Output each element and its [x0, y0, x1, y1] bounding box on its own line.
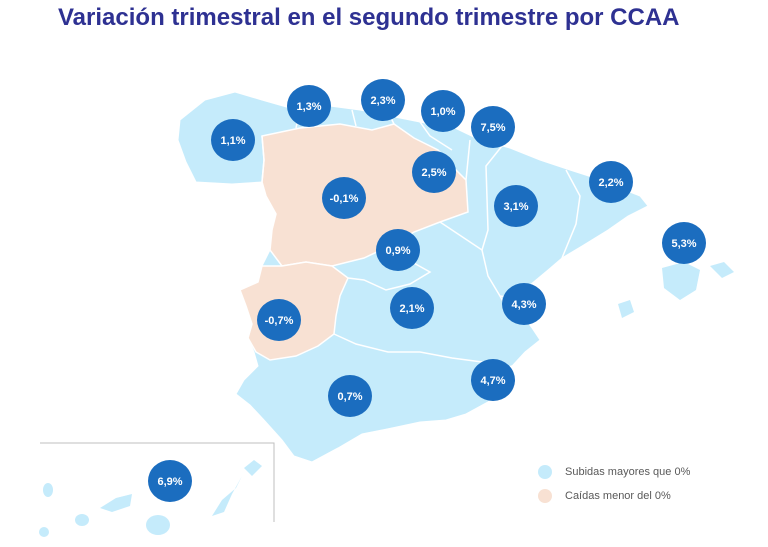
bubble-circle [471, 106, 515, 148]
bubble-circle [502, 283, 546, 325]
region-bubble: 1,3% [287, 85, 331, 127]
region-bubble: 4,7% [471, 359, 515, 401]
bubble-label: 2,2% [598, 177, 623, 189]
island-ibiza [618, 300, 634, 318]
region-bubble: -0,1% [322, 177, 366, 219]
bubble-label: 2,5% [421, 167, 446, 179]
legend: Subidas mayores que 0% Caídas menor del … [538, 460, 690, 508]
region-bubble: 4,3% [502, 283, 546, 325]
bubble-label: -0,1% [330, 193, 359, 205]
bubble-label: 2,3% [370, 95, 395, 107]
region-bubble: -0,7% [257, 299, 301, 341]
region-bubble: 0,7% [328, 375, 372, 417]
bubble-label: -0,7% [265, 315, 294, 327]
bubble-label: 1,0% [430, 106, 455, 118]
bubble-label: 3,1% [503, 201, 528, 213]
legend-label-rise: Subidas mayores que 0% [565, 466, 691, 478]
region-bubble: 2,1% [390, 287, 434, 329]
bubble-circle [211, 119, 255, 161]
bubble-circle [421, 90, 465, 132]
bubble-circle [589, 161, 633, 203]
region-bubble: 7,5% [471, 106, 515, 148]
bubble-circle [471, 359, 515, 401]
region-bubble: 2,5% [412, 151, 456, 193]
bubble-label: 1,3% [296, 101, 321, 113]
bubble-label: 6,9% [157, 476, 182, 488]
island-menorca [710, 262, 734, 278]
region-bubble: 5,3% [662, 222, 706, 264]
legend-label-fall: Caídas menor del 0% [565, 490, 671, 502]
map-title: Variación trimestral en el segundo trime… [58, 4, 680, 31]
bubble-circle [148, 460, 192, 502]
region-bubble: 2,2% [589, 161, 633, 203]
legend-item-rise: Subidas mayores que 0% [538, 460, 690, 484]
bubble-circle [390, 287, 434, 329]
bubble-circle [662, 222, 706, 264]
bubble-label: 4,7% [480, 375, 505, 387]
bubble-circle [322, 177, 366, 219]
region-bubble: 3,1% [494, 185, 538, 227]
region-bubble: 2,3% [361, 79, 405, 121]
region-bubble: 0,9% [376, 229, 420, 271]
bubble-circle [287, 85, 331, 127]
bubble-label: 7,5% [480, 122, 505, 134]
bubble-label: 5,3% [671, 238, 696, 250]
bubble-label: 0,9% [385, 245, 410, 257]
bubble-label: 0,7% [337, 391, 362, 403]
region-bubble: 1,1% [211, 119, 255, 161]
bubble-circle [257, 299, 301, 341]
island-mallorca [662, 262, 700, 300]
canary-inset-frame [40, 442, 275, 522]
bubble-label: 1,1% [220, 135, 245, 147]
bubble-circle [328, 375, 372, 417]
bubble-label: 4,3% [511, 299, 536, 311]
legend-dot-fall [538, 489, 552, 503]
canary-islands [39, 460, 262, 537]
region-bubble: 6,9% [148, 460, 192, 502]
legend-item-fall: Caídas menor del 0% [538, 484, 690, 508]
bubble-circle [412, 151, 456, 193]
legend-dot-rise [538, 465, 552, 479]
bubble-circle [494, 185, 538, 227]
bubble-circle [376, 229, 420, 271]
bubble-label: 2,1% [399, 303, 424, 315]
region-bubble: 1,0% [421, 90, 465, 132]
bubble-circle [361, 79, 405, 121]
